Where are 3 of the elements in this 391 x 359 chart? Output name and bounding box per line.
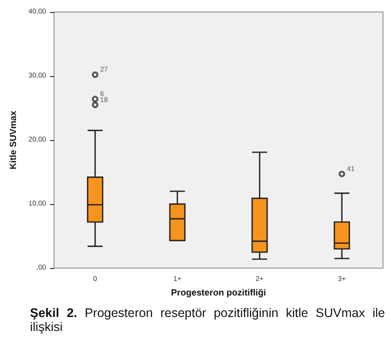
text: Şekil 2. Progesteron reseptör pozitifliğinin kitle SUVmax ile ilişkisi [30, 306, 385, 334]
y-axis-title: Kitle SUVmax [8, 110, 18, 170]
x-axis-title: Progesteron pozitifliği [170, 288, 266, 298]
